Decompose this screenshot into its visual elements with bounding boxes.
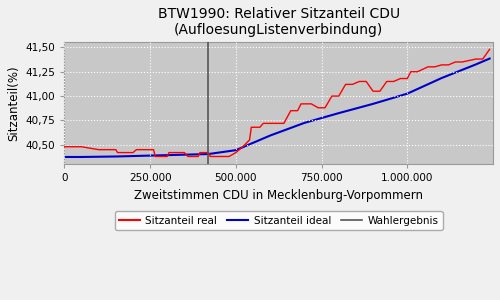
X-axis label: Zweitstimmen CDU in Mecklenburg-Vorpommern: Zweitstimmen CDU in Mecklenburg-Vorpomme… <box>134 189 423 202</box>
Y-axis label: Sitzanteil(%): Sitzanteil(%) <box>7 66 20 141</box>
Title: BTW1990: Relativer Sitzanteil CDU
(AufloesungListenverbindung): BTW1990: Relativer Sitzanteil CDU (Auflo… <box>158 7 400 37</box>
Legend: Sitzanteil real, Sitzanteil ideal, Wahlergebnis: Sitzanteil real, Sitzanteil ideal, Wahle… <box>115 212 442 230</box>
